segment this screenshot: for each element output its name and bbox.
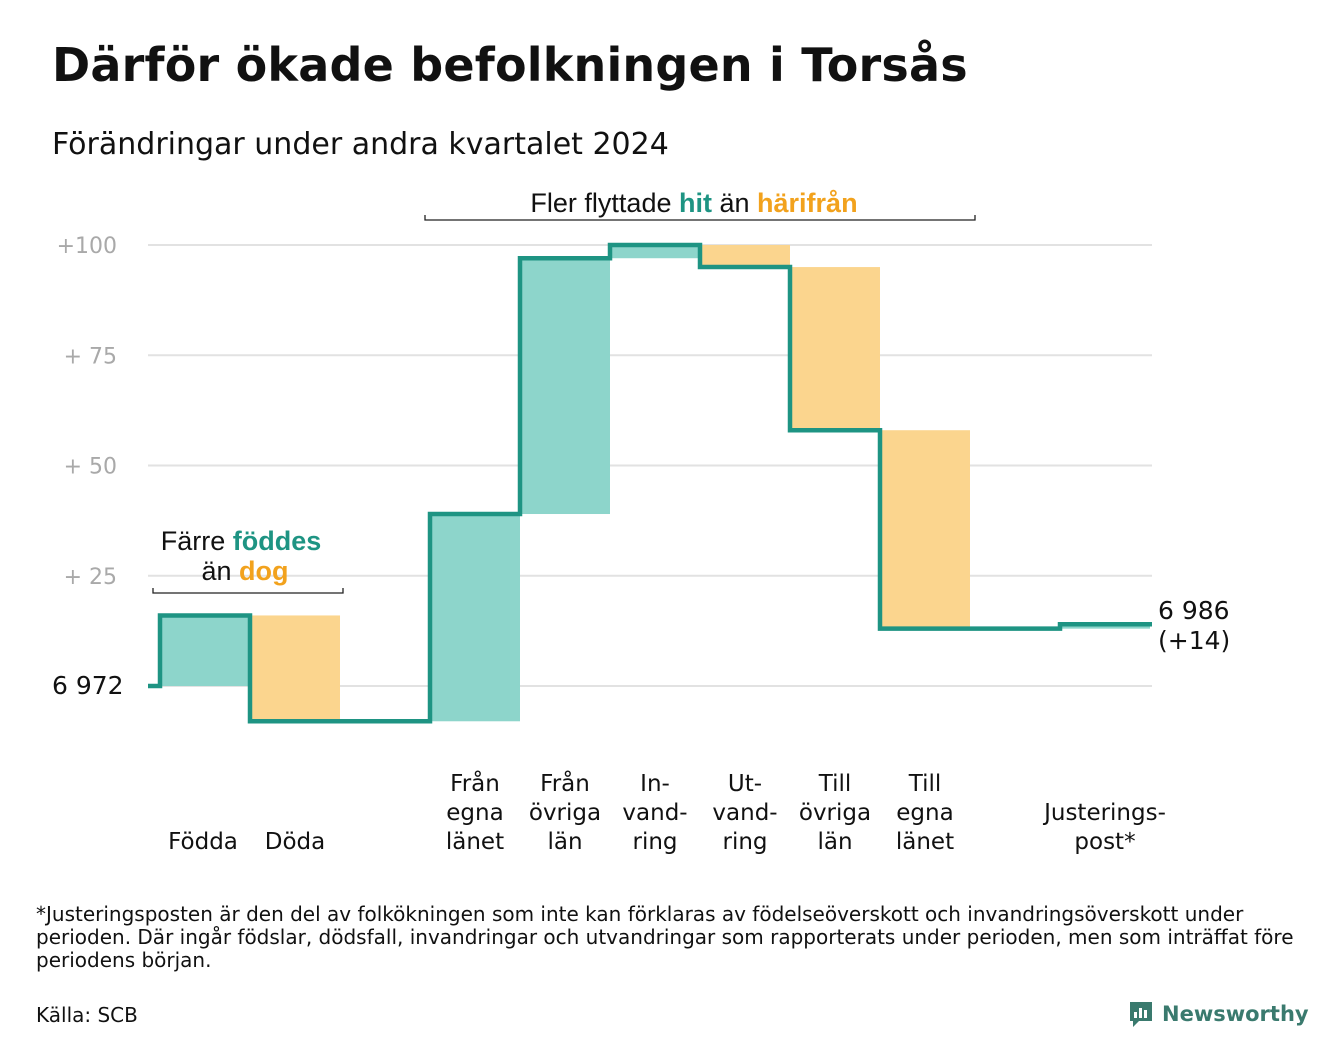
category-label: Till <box>818 771 852 797</box>
bar-6 <box>700 245 790 268</box>
category-label: egna <box>896 800 953 826</box>
bar-3 <box>430 514 520 722</box>
waterfall-chart: +100+ 75+ 50+ 25 Födda DödaFrånegnalänetF… <box>52 188 1230 855</box>
newsworthy-logo: Newsworthy <box>1128 998 1309 1030</box>
end-label-line: (+14) <box>1158 626 1230 655</box>
category-label: In- <box>640 771 670 797</box>
annotation-part: Fler flyttade <box>530 188 679 218</box>
category-label: län <box>817 829 852 855</box>
category-label: vand- <box>712 800 777 826</box>
bar-8 <box>880 430 970 629</box>
category-label: Från <box>540 769 590 797</box>
annotation-text: än dog <box>201 556 288 586</box>
bar-2 <box>250 615 340 722</box>
category-label: Döda <box>265 829 325 855</box>
category-label: Från <box>450 769 500 797</box>
annotation-part: dog <box>239 556 288 586</box>
end-label-line: 6 986 <box>1158 596 1230 625</box>
annotation-part: föddes <box>233 526 322 556</box>
category-label: länet <box>446 829 504 855</box>
annotation-part: än <box>712 188 757 218</box>
chart-title: Därför ökade befolkningen i Torsås <box>52 38 968 92</box>
category-label: Födda <box>168 829 238 855</box>
brand-name: Newsworthy <box>1162 1002 1309 1026</box>
bar-4 <box>520 258 610 515</box>
annotation-text: Fler flyttade hit än härifrån <box>530 188 857 218</box>
start-value-label: 6 972 <box>52 671 124 700</box>
category-label: länet <box>896 829 954 855</box>
category-label: län <box>547 829 582 855</box>
y-tick-label: + 25 <box>64 565 117 590</box>
source-label: Källa: SCB <box>36 1003 138 1027</box>
category-label: ring <box>632 829 677 855</box>
annotation-part: än <box>201 556 239 586</box>
category-label: Ut- <box>728 771 762 797</box>
category-label: övriga <box>529 800 601 826</box>
annotation-part: Färre <box>161 526 233 556</box>
annotation-text: Färre föddes <box>161 526 322 556</box>
y-tick-label: +100 <box>57 234 117 259</box>
bar-5 <box>610 245 700 259</box>
newsworthy-logo-icon <box>1130 1002 1152 1027</box>
chart-subtitle: Förändringar under andra kvartalet 2024 <box>52 127 669 162</box>
y-tick-label: + 50 <box>64 455 117 480</box>
category-label: Justerings- <box>1042 800 1166 826</box>
annotation-part: hit <box>679 188 712 218</box>
category-label: egna <box>446 800 503 826</box>
bars <box>160 245 1150 722</box>
running-total-line <box>148 242 1152 724</box>
y-axis-ticks: +100 + 75 + 50 + 25 <box>57 234 117 590</box>
y-tick-label: + 75 <box>64 344 117 369</box>
category-label: post* <box>1074 829 1135 855</box>
category-label: vand- <box>622 800 687 826</box>
category-labels: Födda Döda Från egna länet Från övriga län In-va… <box>168 769 1166 855</box>
category-label: ring <box>722 829 767 855</box>
bar-1 <box>160 615 250 686</box>
annotation-bracket <box>152 588 344 594</box>
category-label: övriga <box>799 800 871 826</box>
footnote: *Justeringsposten är den del av folkökni… <box>36 902 1294 972</box>
annotation-part: härifrån <box>757 188 858 218</box>
end-value-label: 6 986(+14) <box>1158 596 1230 655</box>
category-label: Till <box>908 771 942 797</box>
bar-7 <box>790 267 880 431</box>
annotation-bracket <box>424 215 976 221</box>
